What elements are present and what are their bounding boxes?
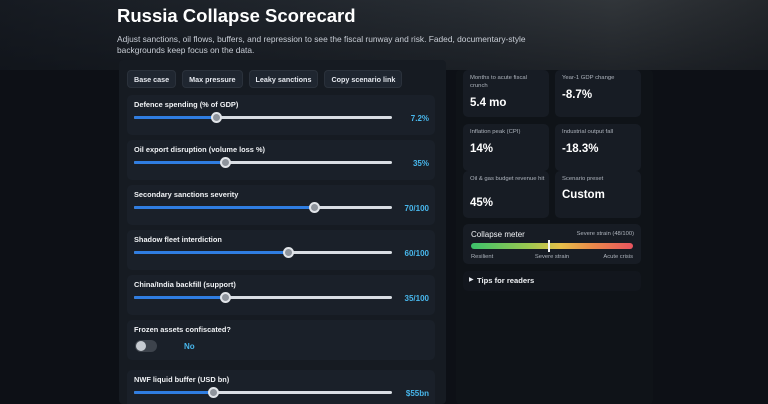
metric-label: Months to acute fiscal crunch xyxy=(470,75,527,89)
slider-thumb[interactable] xyxy=(283,247,295,258)
meter-tick-low: Resilient xyxy=(471,254,494,260)
metric-value: 45% xyxy=(470,197,494,209)
slider-thumb[interactable] xyxy=(211,112,223,123)
preset-toolbar: Base case Max pressure Leaky sanctions C… xyxy=(127,70,403,88)
hero-background xyxy=(0,0,768,70)
toggle-value: No xyxy=(184,342,195,351)
slider-fill xyxy=(134,206,315,209)
metric-value: -8.7% xyxy=(562,89,593,101)
frozen-assets-control: Frozen assets confiscated? No xyxy=(127,320,435,360)
meter-tick-high: Acute crisis xyxy=(603,254,633,260)
metric-value: 14% xyxy=(470,143,494,155)
metric-value: Custom xyxy=(562,189,605,201)
metric-card-industrial-output: Industrial output fall -18.3% xyxy=(555,124,641,171)
metric-card-scenario-preset: Scenario preset Custom xyxy=(555,171,641,218)
metric-label: Inflation peak (CPI) xyxy=(470,129,521,135)
max-pressure-button[interactable]: Max pressure xyxy=(182,70,243,88)
secondary-sanctions-slider[interactable] xyxy=(134,202,392,213)
slider-label: Defence spending (% of GDP) xyxy=(134,100,239,109)
shadow-fleet-control: Shadow fleet interdiction 60/100 xyxy=(127,230,435,270)
china-india-backfill-slider[interactable] xyxy=(134,292,392,303)
metric-label: Industrial output fall xyxy=(562,129,614,135)
china-india-backfill-control: China/India backfill (support) 35/100 xyxy=(127,275,435,315)
slider-fill xyxy=(134,251,289,254)
frozen-assets-toggle[interactable] xyxy=(135,340,157,352)
slider-fill xyxy=(134,161,226,164)
slider-value: 35/100 xyxy=(404,294,429,303)
oil-export-slider[interactable] xyxy=(134,157,392,168)
collapse-meter: Collapse meter Severe strain (48/100) Re… xyxy=(463,224,641,264)
secondary-sanctions-control: Secondary sanctions severity 70/100 xyxy=(127,185,435,225)
metric-card-oil-gas-revenue: Oil & gas budget revenue hit 45% xyxy=(463,171,549,218)
slider-value: 35% xyxy=(412,159,429,168)
slider-thumb[interactable] xyxy=(220,292,232,303)
leaky-sanctions-button[interactable]: Leaky sanctions xyxy=(248,70,319,88)
nwf-buffer-control: NWF liquid buffer (USD bn) $55bn xyxy=(127,370,435,404)
slider-thumb[interactable] xyxy=(309,202,321,213)
tips-label: Tips for readers xyxy=(477,276,535,285)
metric-label: Oil & gas budget revenue hit xyxy=(470,176,545,182)
slider-label: Oil export disruption (volume loss %) xyxy=(134,145,265,154)
slider-value: 70/100 xyxy=(404,204,429,213)
metric-card-inflation: Inflation peak (CPI) 14% xyxy=(463,124,549,171)
meter-gradient-bar xyxy=(471,240,633,252)
meter-tick-mid: Severe strain xyxy=(534,254,570,260)
metric-value: -18.3% xyxy=(562,143,599,155)
slider-value: 7.2% xyxy=(410,114,429,123)
tips-for-readers-toggle[interactable]: ▶ Tips for readers xyxy=(463,271,641,291)
meter-title: Collapse meter xyxy=(471,230,525,239)
metric-card-fiscal-crunch: Months to acute fiscal crunch 5.4 mo xyxy=(463,70,549,117)
oil-export-control: Oil export disruption (volume loss %) 35… xyxy=(127,140,435,180)
base-case-button[interactable]: Base case xyxy=(127,70,177,88)
toggle-knob xyxy=(136,341,146,351)
slider-label: Shadow fleet interdiction xyxy=(134,235,222,244)
metric-card-gdp-change: Year-1 GDP change -8.7% xyxy=(555,70,641,117)
shadow-fleet-slider[interactable] xyxy=(134,247,392,258)
copy-scenario-link-button[interactable]: Copy scenario link xyxy=(324,70,403,88)
slider-thumb[interactable] xyxy=(208,387,220,398)
slider-label: NWF liquid buffer (USD bn) xyxy=(134,375,230,384)
nwf-buffer-slider[interactable] xyxy=(134,387,392,398)
slider-thumb[interactable] xyxy=(220,157,232,168)
slider-label: China/India backfill (support) xyxy=(134,280,236,289)
slider-fill xyxy=(134,296,226,299)
meter-status: Severe strain (48/100) xyxy=(576,231,634,237)
metric-label: Year-1 GDP change xyxy=(562,75,615,81)
slider-label: Secondary sanctions severity xyxy=(134,190,239,199)
slider-value: 60/100 xyxy=(404,249,429,258)
slider-fill xyxy=(134,391,214,394)
toggle-label: Frozen assets confiscated? xyxy=(134,325,231,334)
metric-value: 5.4 mo xyxy=(470,97,507,109)
meter-marker xyxy=(547,240,550,252)
page-subtitle: Adjust sanctions, oil flows, buffers, an… xyxy=(117,34,526,55)
metric-label: Scenario preset xyxy=(562,176,604,182)
triangle-right-icon: ▶ xyxy=(469,277,474,283)
slider-fill xyxy=(134,116,217,119)
defence-spending-slider[interactable] xyxy=(134,112,392,123)
slider-value: $55bn xyxy=(405,389,429,398)
defence-spending-control: Defence spending (% of GDP) 7.2% xyxy=(127,95,435,135)
page-title: Russia Collapse Scorecard xyxy=(117,5,356,26)
